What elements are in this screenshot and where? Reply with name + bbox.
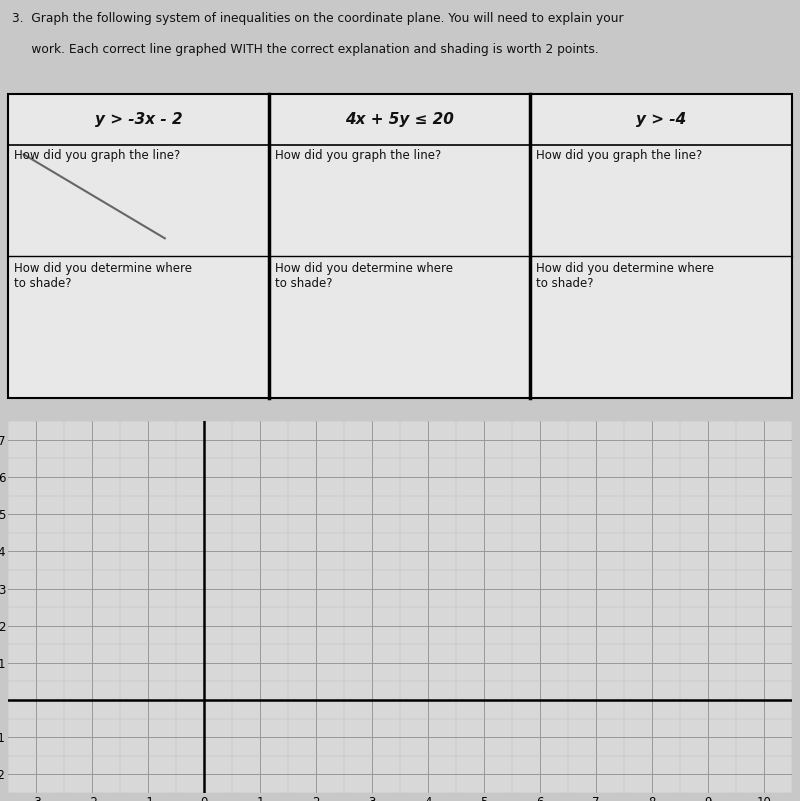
Bar (8, 94, 792, 398)
Text: work. Each correct line graphed WITH the correct explanation and shading is wort: work. Each correct line graphed WITH the… (12, 43, 598, 56)
Text: y > -4: y > -4 (636, 112, 686, 127)
Text: How did you determine where
to shade?: How did you determine where to shade? (537, 262, 714, 290)
Text: How did you graph the line?: How did you graph the line? (537, 149, 702, 163)
Text: How did you determine where
to shade?: How did you determine where to shade? (275, 262, 454, 290)
Text: y > -3x - 2: y > -3x - 2 (94, 112, 182, 127)
Text: How did you determine where
to shade?: How did you determine where to shade? (14, 262, 192, 290)
Text: 4x + 5y ≤ 20: 4x + 5y ≤ 20 (345, 112, 454, 127)
Text: 3.  Graph the following system of inequalities on the coordinate plane. You will: 3. Graph the following system of inequal… (12, 12, 623, 25)
Text: How did you graph the line?: How did you graph the line? (14, 149, 181, 163)
Text: How did you graph the line?: How did you graph the line? (275, 149, 442, 163)
